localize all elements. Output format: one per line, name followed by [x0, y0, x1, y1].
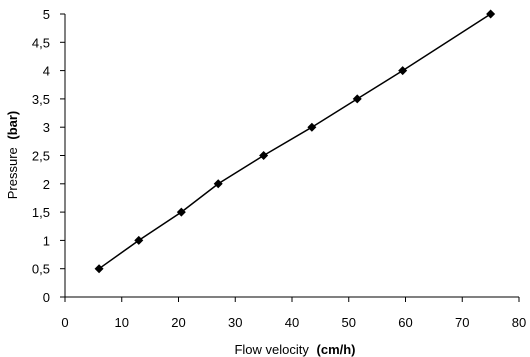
- data-point-marker: [398, 66, 408, 76]
- y-axis-title-text: Pressure: [5, 147, 20, 199]
- data-point-marker: [486, 9, 496, 19]
- y-tick-label: 4,5: [32, 35, 50, 50]
- x-tick-label: 60: [398, 315, 412, 330]
- x-tick-label: 50: [342, 315, 356, 330]
- x-tick-label: 80: [512, 315, 526, 330]
- y-tick-label: 3,5: [32, 92, 50, 107]
- x-axis-title: Flow velocity (cm/h): [234, 342, 355, 357]
- x-tick-label: 30: [228, 315, 242, 330]
- y-axis-title-unit: (bar): [5, 111, 20, 140]
- y-tick-label: 2: [43, 177, 50, 192]
- x-tick-label: 0: [61, 315, 68, 330]
- data-point-marker: [176, 207, 186, 217]
- data-point-marker: [307, 122, 317, 132]
- data-point-marker: [213, 179, 223, 189]
- x-tick-label: 10: [115, 315, 129, 330]
- x-axis-title-text: Flow velocity: [234, 342, 309, 357]
- y-tick-label: 3: [43, 120, 50, 135]
- data-point-marker: [134, 235, 144, 245]
- data-point-marker: [352, 94, 362, 104]
- y-tick-label: 0: [43, 290, 50, 305]
- x-ticks: 0 10 20 30 40 50 60 70 80: [61, 297, 526, 330]
- data-point-marker: [94, 264, 104, 274]
- y-tick-label: 4: [43, 64, 50, 79]
- x-axis-title-unit: (cm/h): [317, 342, 356, 357]
- y-tick-label: 1,5: [32, 205, 50, 220]
- x-tick-label: 70: [455, 315, 469, 330]
- y-tick-label: 1: [43, 233, 50, 248]
- x-tick-label: 20: [171, 315, 185, 330]
- y-tick-label: 2,5: [32, 149, 50, 164]
- data-point-marker: [259, 151, 269, 160]
- y-axis-title: Pressure (bar): [5, 111, 20, 200]
- y-tick-label: 0,5: [32, 262, 50, 277]
- y-tick-label: 5: [43, 7, 50, 22]
- y-ticks: 0 0,5 1 1,5 2 2,5 3 3,5 4 4,5 5: [32, 7, 65, 305]
- series: [94, 9, 496, 274]
- x-tick-label: 40: [285, 315, 299, 330]
- series-line: [98, 13, 492, 270]
